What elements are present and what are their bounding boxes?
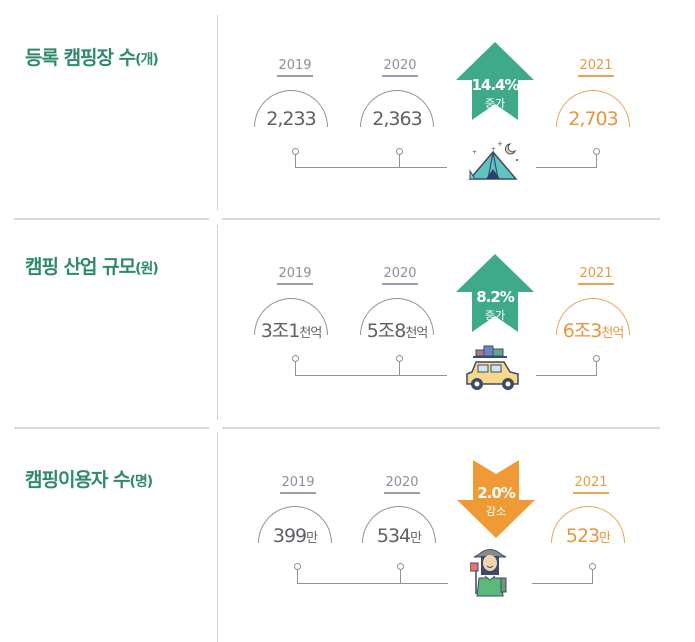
timeline-line (536, 167, 597, 168)
year-label-2020: 2020 (372, 475, 432, 494)
year-label-2020: 2020 (370, 58, 430, 77)
column-divider (217, 225, 218, 420)
section-title: 캠핑이용자 수(명) (25, 465, 154, 492)
section-industry-size: 캠핑 산업 규모(원) 2019 2020 2021 3조1천억 5조8천억 6… (0, 210, 695, 420)
decrease-arrow-icon (457, 460, 535, 538)
timeline-line (536, 375, 597, 376)
timeline-line (532, 583, 593, 584)
year-label-2021: 2021 (566, 58, 626, 77)
timeline-stem (400, 569, 401, 583)
timeline-line (295, 375, 447, 376)
title-unit: (원) (135, 261, 159, 277)
svg-text:+: + (497, 140, 503, 148)
title-text: 등록 캠핑장 수 (25, 47, 136, 69)
year-label-2020: 2020 (370, 266, 430, 285)
column-divider (217, 432, 218, 642)
section-campers: 캠핑이용자 수(명) 2019 2020 2021 399만 534만 523만… (0, 420, 695, 630)
value-2020: 534만 (376, 525, 422, 547)
value-2020: 5조8천억 (366, 320, 429, 342)
timeline-stem (399, 154, 400, 167)
car-icon (466, 345, 519, 390)
value-2019: 399만 (272, 525, 318, 547)
value-2021: 6조3천억 (562, 320, 625, 342)
change-badge: 2.0% 감소 (455, 484, 537, 519)
change-percent: 2.0% (477, 484, 516, 502)
change-label: 증가 (484, 309, 506, 322)
section-campsites: 등록 캠핑장 수(개) 2019 2020 2021 2,233 2,363 2… (0, 0, 695, 210)
year-label-2021: 2021 (561, 475, 621, 494)
value-2019: 3조1천억 (260, 320, 323, 342)
timeline-stem (592, 569, 593, 583)
section-title: 캠핑 산업 규모(원) (25, 252, 159, 279)
svg-text:+: + (491, 146, 496, 153)
column-divider (217, 15, 218, 210)
section-divider (14, 427, 209, 429)
change-label: 감소 (485, 505, 507, 518)
increase-arrow-icon (456, 254, 534, 332)
change-percent: 8.2% (476, 288, 515, 306)
year-label-2021: 2021 (566, 266, 626, 285)
tent-icon: + + + (468, 140, 518, 180)
year-label-2019: 2019 (265, 266, 325, 285)
section-divider (222, 427, 660, 429)
value-2019: 2,233 (266, 108, 316, 130)
change-badge: 14.4% 증가 (454, 76, 536, 111)
change-badge: 8.2% 증가 (454, 288, 536, 323)
change-label: 증가 (484, 97, 506, 110)
timeline-stem (295, 361, 296, 375)
change-percent: 14.4% (471, 76, 519, 94)
timeline-stem (596, 361, 597, 375)
section-divider (222, 218, 660, 220)
value-2021: 2,703 (568, 108, 618, 130)
camper-person-icon (470, 549, 507, 597)
timeline-stem (295, 154, 296, 167)
timeline-line (297, 583, 448, 584)
title-unit: (명) (129, 474, 154, 490)
increase-arrow-icon (456, 42, 534, 120)
title-unit: (개) (135, 52, 159, 68)
value-2020: 2,363 (372, 108, 422, 130)
section-title: 등록 캠핑장 수(개) (25, 43, 159, 70)
value-2021: 523만 (565, 525, 611, 547)
svg-text:+: + (472, 149, 477, 156)
timeline-stem (596, 154, 597, 167)
timeline-stem (297, 569, 298, 583)
timeline-stem (399, 361, 400, 375)
timeline-line (295, 167, 447, 168)
year-label-2019: 2019 (265, 58, 325, 77)
title-text: 캠핑 산업 규모 (25, 256, 136, 278)
year-label-2019: 2019 (268, 475, 328, 494)
title-text: 캠핑이용자 수 (25, 469, 130, 491)
section-divider (14, 218, 209, 220)
